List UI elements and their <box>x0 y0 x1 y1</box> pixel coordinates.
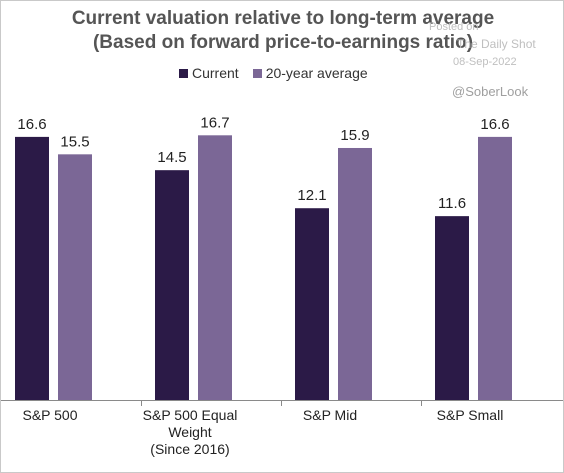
legend-label-current: Current <box>192 65 239 81</box>
category-label-1-2: (Since 2016) <box>150 441 229 457</box>
bar-current-2 <box>295 208 329 400</box>
data-label-current-3: 11.6 <box>438 195 466 212</box>
data-label-20-year-average-1: 16.7 <box>200 114 229 131</box>
data-label-current-2: 12.1 <box>297 187 326 204</box>
bar-20-year-average-3 <box>478 136 512 400</box>
bar-20-year-average-0 <box>58 154 92 400</box>
watermark-handle: @SoberLook <box>452 84 529 99</box>
chart-title-block: Current valuation relative to long-term … <box>1 7 564 55</box>
data-label-current-1: 14.5 <box>157 149 186 166</box>
legend-swatch-current <box>179 68 188 78</box>
bar-current-3 <box>435 216 469 400</box>
data-label-current-0: 16.6 <box>17 116 46 133</box>
data-label-20-year-average-2: 15.9 <box>340 127 369 144</box>
chart-title: Current valuation relative to long-term … <box>71 8 495 29</box>
bar-current-0 <box>15 136 49 400</box>
bar-20-year-average-1 <box>198 135 232 400</box>
legend-swatch-20-year-average <box>252 68 262 78</box>
category-label-0-0: S&P 500 <box>22 407 77 423</box>
legend-label-20-year-average: 20-year average <box>265 65 368 81</box>
category-label-1-0: S&P 500 Equal <box>143 407 238 423</box>
category-label-1-1: Weight <box>168 424 211 440</box>
legend-item-20-year-average: 20-year average <box>252 65 368 81</box>
data-label-20-year-average-0: 15.5 <box>60 133 89 150</box>
data-label-20-year-average-3: 16.6 <box>480 116 509 133</box>
watermark-posted-on: Posted on <box>429 21 479 33</box>
category-label-3-0: S&P Small <box>437 407 504 423</box>
bar-20-year-average-2 <box>338 147 372 400</box>
legend-item-current: Current <box>179 65 239 81</box>
chart-subtitle: (Based on forward price-to-earnings rati… <box>92 32 474 53</box>
legend: Current 20-year average <box>179 63 382 83</box>
watermark-date: 08-Sep-2022 <box>453 56 517 68</box>
category-label-2-0: S&P Mid <box>303 407 357 423</box>
watermark-source: The Daily Shot <box>457 37 536 51</box>
bar-current-1 <box>155 170 189 400</box>
